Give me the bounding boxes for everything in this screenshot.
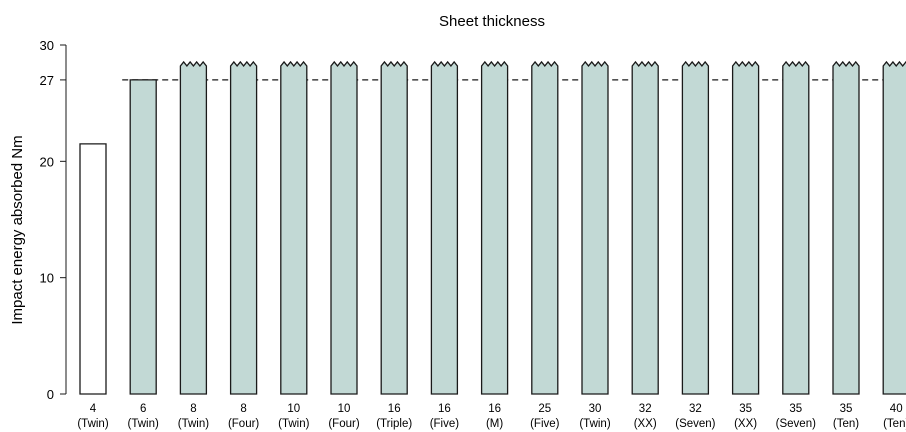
x-tick-label: 25 [538, 403, 551, 415]
bar [280, 60, 308, 395]
x-tick-sublabel: (Four) [228, 418, 259, 430]
x-tick-label: 16 [438, 403, 451, 415]
x-tick-label: 35 [840, 403, 853, 415]
y-axis-label: Impact energy absorbed Nm [9, 135, 26, 324]
bar [179, 60, 208, 395]
x-tick-sublabel: (Twin) [178, 418, 209, 430]
x-tick-sublabel: (Ten) [883, 418, 906, 430]
bar [681, 60, 710, 395]
y-tick-label: 27 [40, 73, 54, 88]
x-tick-sublabel: (Triple) [376, 418, 412, 430]
x-tick-label: 40 [890, 403, 903, 415]
x-tick-sublabel: (Seven) [776, 418, 816, 430]
x-tick-sublabel: (M) [486, 418, 503, 430]
x-tick-label: 16 [388, 403, 401, 415]
x-tick-label: 8 [190, 403, 196, 415]
bar [79, 143, 107, 395]
bar [882, 60, 906, 395]
y-axis: 0 10 20 27 30 [40, 38, 67, 402]
chart-title: Sheet thickness [439, 13, 545, 30]
x-axis-labels: 4 (Twin) 6 (Twin) 8 (Twin) 8 (Four) 10 (Twin) 10 (F… [77, 403, 906, 430]
bar [480, 60, 509, 395]
bar [581, 60, 609, 395]
bar [531, 60, 559, 395]
x-tick-sublabel: (Seven) [675, 418, 715, 430]
y-tick-label: 20 [40, 154, 54, 169]
x-tick-sublabel: (XX) [734, 418, 757, 430]
x-tick-label: 6 [140, 403, 146, 415]
x-tick-label: 32 [639, 403, 652, 415]
x-tick-sublabel: (XX) [634, 418, 657, 430]
bars [79, 60, 906, 395]
x-tick-label: 35 [789, 403, 802, 415]
x-tick-label: 8 [240, 403, 246, 415]
bar [430, 60, 459, 395]
x-tick-sublabel: (Twin) [278, 418, 309, 430]
x-tick-label: 4 [90, 403, 97, 415]
bar [330, 60, 358, 395]
x-tick-label: 30 [589, 403, 602, 415]
x-tick-label: 35 [739, 403, 752, 415]
y-tick-label: 30 [40, 38, 54, 53]
bar [129, 79, 157, 395]
x-tick-sublabel: (Ten) [833, 418, 859, 430]
x-tick-label: 16 [488, 403, 501, 415]
bar [229, 60, 258, 395]
bar [731, 60, 760, 395]
bar [782, 60, 810, 395]
x-tick-label: 10 [338, 403, 351, 415]
x-tick-sublabel: (Twin) [579, 418, 610, 430]
y-tick-label: 0 [47, 387, 54, 402]
x-tick-sublabel: (Five) [530, 418, 560, 430]
bar [631, 60, 659, 395]
x-tick-sublabel: (Twin) [128, 418, 159, 430]
bar [380, 60, 408, 395]
x-tick-label: 32 [689, 403, 702, 415]
x-tick-sublabel: (Five) [430, 418, 460, 430]
bar [832, 60, 860, 395]
x-tick-sublabel: (Four) [328, 418, 359, 430]
x-tick-sublabel: (Twin) [77, 418, 108, 430]
x-tick-label: 10 [287, 403, 300, 415]
y-tick-label: 10 [40, 271, 54, 286]
